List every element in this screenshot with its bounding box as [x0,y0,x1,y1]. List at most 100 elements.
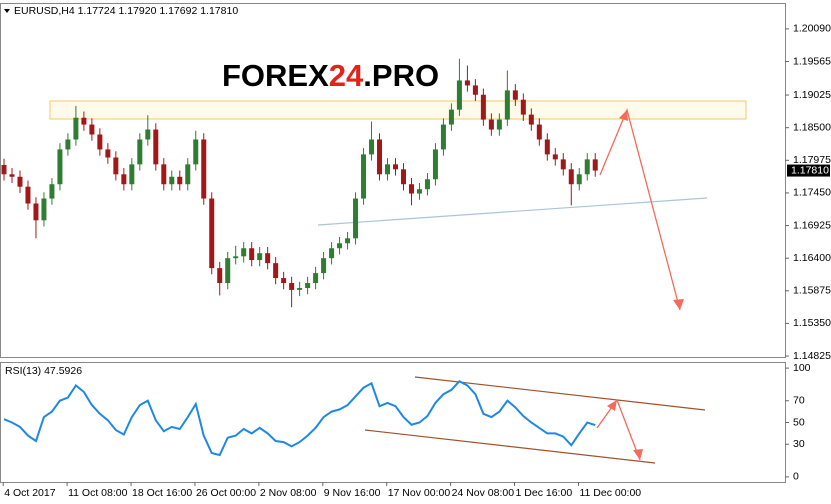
y-tick-label: 1.19025 [793,89,831,101]
header-icon [4,9,10,13]
candle-body [209,198,215,269]
candle-body [528,114,534,125]
candle-body [57,149,63,185]
candle-body [193,139,199,165]
candle-body [416,189,422,194]
y-tick-label: 30 [793,438,805,450]
x-tick-label: 17 Nov 00:00 [388,487,451,499]
candle-body [544,139,550,155]
y-tick-label: 1.19565 [793,55,831,67]
y-tick-label: 0 [793,471,799,483]
candle-body [345,238,351,244]
x-tick-label: 11 Oct 08:00 [68,487,128,499]
candle-body [361,154,367,199]
x-tick-label: 2 Nov 08:00 [260,487,317,499]
candle-body [392,164,398,170]
candle-body [89,124,95,135]
candle-body [536,124,542,140]
candle-body [17,176,23,187]
y-tick-label: 100 [793,362,811,374]
candle-body [504,90,510,120]
candle-body [568,169,574,185]
candle-body [41,198,47,221]
candle-body [592,159,598,171]
candle-body [49,184,55,199]
candle-body [552,154,558,160]
candle-body [137,139,143,165]
candle-body [217,268,223,284]
y-tick-label: 1.16400 [793,252,831,264]
candle-body [560,159,566,170]
candle-body [257,253,263,261]
candle-body [512,90,518,100]
candle-body [400,169,406,185]
watermark: FOREX24.PRO [222,58,439,93]
candle-body [377,139,383,175]
x-tick-label: 26 Oct 00:00 [196,487,256,499]
candle-body [385,164,391,175]
candle-body [424,179,430,190]
y-tick-label: 1.20090 [793,23,831,35]
rsi-line [3,379,596,457]
candle-body [353,198,359,239]
candle-body [472,85,478,95]
y-tick-label: 1.16925 [793,219,831,231]
arrow-head [619,110,628,121]
rsi-title: RSI(13) 47.5926 [5,365,82,377]
candle-body [113,157,119,175]
candle-body [201,139,207,199]
arrow-head [673,299,684,310]
rsi-panel [0,362,786,483]
candle-body [369,139,375,155]
candle-body [25,186,31,204]
chart-title: EURUSD,H4 1.17724 1.17920 1.17692 1.1781… [14,5,238,17]
candle-body [129,164,135,185]
y-tick-label: 1.17975 [793,154,831,166]
candle-body [305,283,311,289]
candle-body [408,184,414,194]
candle-body [81,117,87,125]
candle-body [297,288,303,290]
candle-body [440,124,446,150]
candle-body [105,149,111,158]
candle-body [281,278,287,284]
trend-line [317,197,708,226]
x-tick-label: 9 Nov 16:00 [324,487,381,499]
x-tick-label: 18 Oct 16:00 [132,487,192,499]
candle-body [153,129,159,165]
y-tick-label: 1.15875 [793,285,831,297]
candle-body [225,258,231,284]
candle-body [73,117,79,140]
x-tick-label: 1 Dec 16:00 [516,487,573,499]
last-price-label: 1.17810 [791,164,829,176]
resistance-zone [49,100,747,120]
candle-body [576,174,582,185]
channel-line [364,429,656,464]
price-panel [0,3,786,358]
candle-body [33,203,39,221]
y-tick-label: 1.17450 [793,187,831,199]
candle-body [265,253,271,264]
watermark-part: FOREX [222,58,329,93]
candle-body [432,149,438,180]
candle-body [121,174,127,185]
candle-body [249,248,255,261]
candle-body [289,283,295,290]
candle-body [488,119,494,130]
candle-body [145,129,151,140]
watermark-part: 24 [329,58,364,93]
arrow-head [607,400,617,411]
candle-body [97,134,103,150]
candle-body [65,139,71,150]
candle-body [233,256,239,259]
candle-body [241,248,247,257]
last-price-box [787,164,830,177]
x-tick-label: 24 Nov 08:00 [452,487,515,499]
candle-body [337,243,343,249]
candle-body [456,80,462,110]
x-tick-label: 11 Dec 00:00 [579,487,641,499]
candle-body [169,176,175,185]
candle-body [584,159,590,175]
